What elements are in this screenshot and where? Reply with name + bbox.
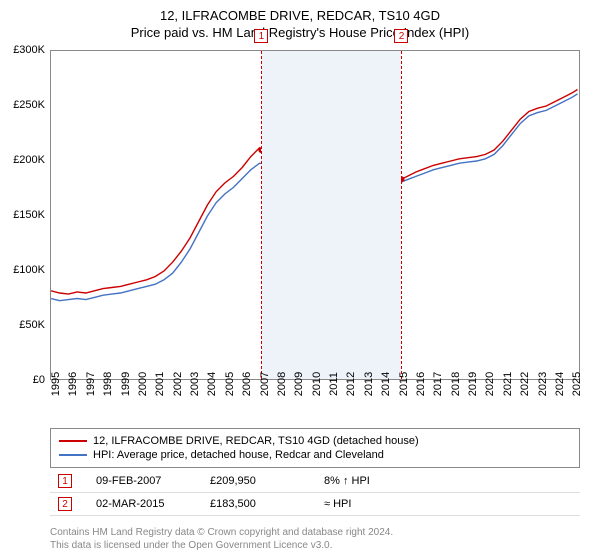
title-address: 12, ILFRACOMBE DRIVE, REDCAR, TS10 4GD [0,8,600,23]
chart-area: 12 £0£50K£100K£150K£200K£250K£300K 19951… [50,50,580,380]
legend-swatch-property [59,440,87,442]
sale-price: £209,950 [210,475,300,487]
xtick-label: 2002 [172,372,184,396]
xtick-label: 2010 [311,372,323,396]
sale-vline [401,51,402,379]
sale-marker-box: 2 [394,29,408,43]
ytick-label: £100K [13,264,45,276]
xtick-label: 2007 [259,372,271,396]
ytick-label: £200K [13,154,45,166]
xtick-label: 2006 [241,372,253,396]
sales-row: 1 09-FEB-2007 £209,950 8% ↑ HPI [50,470,580,493]
xtick-label: 2018 [450,372,462,396]
footer-line2: This data is licensed under the Open Gov… [50,539,393,552]
xtick-label: 2025 [571,372,583,396]
xtick-label: 1997 [85,372,97,396]
sale-vline [261,51,262,379]
xtick-label: 2005 [224,372,236,396]
xtick-label: 2004 [206,372,218,396]
ytick-label: £50K [19,319,45,331]
xtick-label: 1996 [67,372,79,396]
xtick-label: 2020 [484,372,496,396]
legend-row: 12, ILFRACOMBE DRIVE, REDCAR, TS10 4GD (… [59,435,571,447]
xtick-label: 2001 [154,372,166,396]
xtick-label: 2012 [345,372,357,396]
footer: Contains HM Land Registry data © Crown c… [50,526,393,552]
footer-line1: Contains HM Land Registry data © Crown c… [50,526,393,539]
xtick-label: 1999 [120,372,132,396]
xtick-label: 2016 [415,372,427,396]
xtick-label: 2022 [519,372,531,396]
sale-date: 09-FEB-2007 [96,475,186,487]
ytick-label: £300K [13,44,45,56]
xtick-label: 1995 [50,372,62,396]
ytick-label: £150K [13,209,45,221]
sales-table: 1 09-FEB-2007 £209,950 8% ↑ HPI 2 02-MAR-2015… [50,470,580,516]
sales-row: 2 02-MAR-2015 £183,500 ≈ HPI [50,493,580,516]
sale-marker-icon: 1 [58,474,72,488]
sale-delta: ≈ HPI [324,498,414,510]
sale-delta: 8% ↑ HPI [324,475,414,487]
legend-row: HPI: Average price, detached house, Redc… [59,449,571,461]
legend: 12, ILFRACOMBE DRIVE, REDCAR, TS10 4GD (… [50,428,580,468]
xtick-label: 2009 [293,372,305,396]
title-area: 12, ILFRACOMBE DRIVE, REDCAR, TS10 4GD P… [0,0,600,40]
xtick-label: 2003 [189,372,201,396]
xtick-label: 2013 [363,372,375,396]
sale-price: £183,500 [210,498,300,510]
legend-swatch-hpi [59,454,87,456]
ytick-label: £0 [33,374,45,386]
xtick-label: 2011 [328,372,340,396]
sale-period-band [261,51,401,379]
xtick-label: 2000 [137,372,149,396]
xtick-label: 2024 [554,372,566,396]
xtick-label: 2021 [502,372,514,396]
ytick-label: £250K [13,99,45,111]
legend-label-property: 12, ILFRACOMBE DRIVE, REDCAR, TS10 4GD (… [93,435,419,447]
sale-date: 02-MAR-2015 [96,498,186,510]
xtick-label: 2014 [380,372,392,396]
plot-border: 12 [50,50,580,380]
xtick-label: 2023 [537,372,549,396]
chart-container: 12, ILFRACOMBE DRIVE, REDCAR, TS10 4GD P… [0,0,600,560]
sale-marker-icon: 2 [58,497,72,511]
xtick-label: 2017 [432,372,444,396]
title-subtitle: Price paid vs. HM Land Registry's House … [0,25,600,40]
xtick-label: 2015 [398,372,410,396]
sale-marker-box: 1 [254,29,268,43]
xtick-label: 2019 [467,372,479,396]
legend-label-hpi: HPI: Average price, detached house, Redc… [93,449,384,461]
xtick-label: 1998 [102,372,114,396]
xtick-label: 2008 [276,372,288,396]
